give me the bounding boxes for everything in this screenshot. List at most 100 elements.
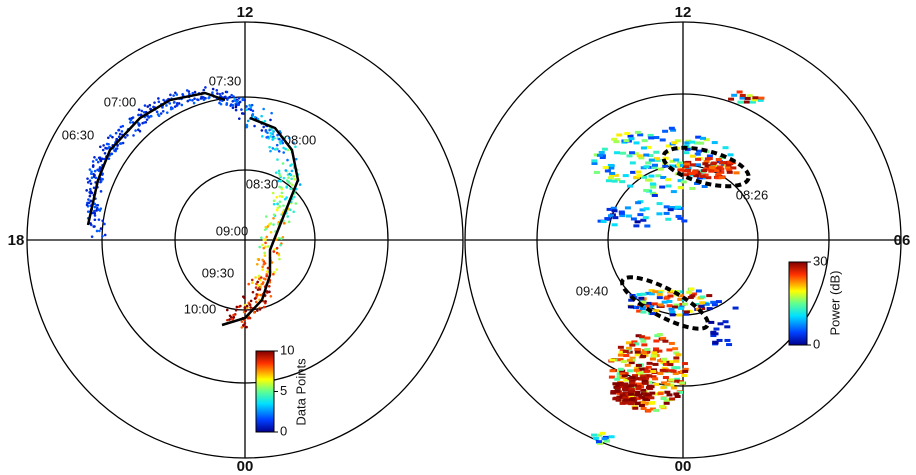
power-cell	[610, 206, 617, 210]
scatter-dot	[231, 99, 235, 103]
scatter-dot	[289, 187, 292, 191]
power-cell	[668, 378, 675, 382]
power-cell	[684, 147, 691, 151]
scatter-dot	[255, 293, 259, 296]
scatter-dot	[269, 149, 272, 153]
scatter-dot	[282, 204, 285, 207]
scatter-dot	[228, 318, 231, 321]
power-cell	[622, 349, 629, 353]
scatter-dot	[119, 142, 123, 145]
scatter-dot	[287, 136, 291, 140]
power-cell	[720, 162, 727, 166]
power-cell	[681, 374, 688, 378]
power-cell	[642, 390, 649, 394]
scatter-dot	[234, 108, 238, 112]
power-cell	[613, 396, 620, 400]
scatter-dot	[145, 118, 149, 121]
power-cell	[640, 292, 647, 296]
scatter-dot	[221, 92, 224, 95]
scatter-dot	[107, 136, 110, 140]
power-cell	[611, 179, 618, 183]
power-cell	[689, 163, 696, 167]
scatter-dot	[143, 104, 147, 107]
power-cell	[628, 298, 635, 302]
scatter-dot	[256, 288, 260, 291]
power-cell	[678, 294, 685, 298]
power-cell	[694, 163, 701, 167]
scatter-dot	[254, 300, 258, 304]
power-cell	[695, 307, 702, 311]
power-cell	[701, 184, 708, 188]
scatter-dot	[268, 290, 271, 294]
power-cell	[620, 151, 627, 155]
power-cell	[703, 138, 710, 142]
scatter-dot	[225, 90, 229, 94]
power-cell	[682, 369, 689, 373]
power-cell	[603, 439, 610, 443]
power-cell	[731, 93, 738, 97]
scatter-dot	[138, 129, 142, 133]
scatter-dot	[234, 308, 238, 312]
power-cell	[625, 387, 632, 391]
power-cell	[626, 154, 633, 158]
scatter-dot	[269, 135, 272, 138]
power-cell	[635, 382, 642, 386]
power-cell	[652, 377, 659, 381]
power-cell	[683, 173, 690, 177]
scatter-dot	[149, 114, 153, 118]
time-label: 06:30	[62, 127, 95, 142]
scatter-dot	[186, 99, 190, 103]
power-cell	[698, 304, 705, 308]
power-cell	[614, 178, 621, 182]
power-cell	[634, 397, 641, 401]
power-cell	[726, 168, 733, 172]
scatter-dot	[92, 225, 96, 228]
power-cell	[699, 295, 706, 299]
power-cell	[652, 362, 659, 366]
scatter-dot	[280, 139, 284, 143]
scatter-dot	[285, 186, 289, 189]
power-cell	[640, 300, 647, 304]
scatter-dot	[148, 103, 152, 107]
power-cell	[643, 207, 650, 211]
power-cell	[622, 385, 629, 389]
scatter-dot	[191, 91, 195, 95]
power-cell	[677, 161, 684, 165]
scatter-dot	[256, 280, 259, 284]
power-cell	[640, 351, 647, 355]
time-label: 09:30	[202, 265, 235, 280]
power-cell	[732, 306, 739, 310]
power-cell	[662, 362, 669, 366]
power-cell	[616, 395, 623, 399]
scatter-dot	[191, 99, 194, 102]
power-cell	[663, 401, 670, 405]
power-cell	[639, 400, 646, 404]
power-cell	[636, 293, 643, 297]
power-cell	[634, 353, 641, 357]
scatter-dot	[282, 221, 286, 225]
scatter-dot	[202, 88, 206, 92]
power-cell	[601, 437, 608, 441]
scatter-dot	[278, 137, 281, 141]
scatter-dot	[271, 191, 275, 195]
power-cell	[602, 165, 609, 169]
scatter-dot	[117, 128, 121, 132]
scatter-dot	[105, 142, 109, 146]
scatter-dot	[270, 111, 273, 115]
power-cell	[648, 136, 655, 140]
power-cell	[644, 224, 651, 228]
scatter-dot	[293, 195, 296, 199]
scatter-dot	[88, 194, 92, 198]
power-cell	[651, 354, 658, 358]
power-cell	[656, 291, 663, 295]
scatter-dot	[102, 144, 105, 147]
scatter-dot	[165, 104, 168, 107]
power-cell	[615, 398, 622, 402]
power-cell	[663, 205, 670, 209]
power-cell	[645, 291, 652, 295]
power-cell	[668, 369, 675, 373]
power-cell	[737, 100, 744, 104]
power-cell	[595, 440, 602, 444]
power-cell	[739, 93, 746, 97]
power-cell	[636, 174, 643, 178]
